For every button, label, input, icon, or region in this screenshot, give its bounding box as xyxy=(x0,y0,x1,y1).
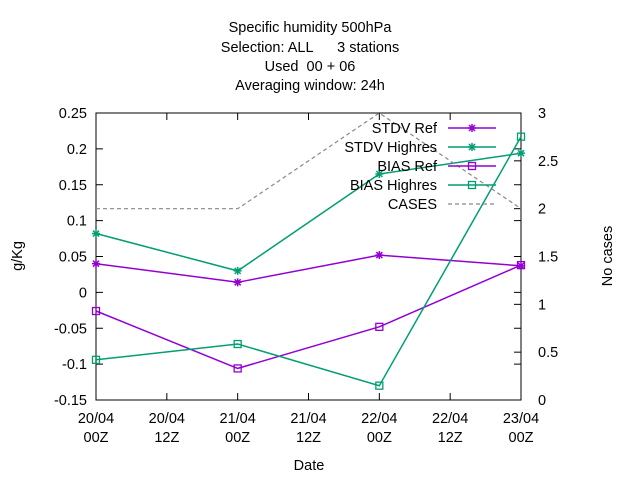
x-tick-label-date: 22/04 xyxy=(361,411,397,427)
x-tick-label-date: 23/04 xyxy=(503,411,539,427)
y2-tick-label: 0.5 xyxy=(538,345,558,361)
marker-stroke xyxy=(234,278,242,286)
legend-label: CASES xyxy=(388,197,437,213)
y2-tick-label: 1 xyxy=(538,297,546,313)
data-point xyxy=(375,251,384,260)
x-tick-label-date: 21/04 xyxy=(220,411,256,427)
series-bias-ref xyxy=(91,260,526,373)
y2-tick-label: 2.5 xyxy=(538,154,558,170)
series-layer xyxy=(91,112,526,390)
y2-tick-label: 2 xyxy=(538,202,546,218)
data-point xyxy=(517,149,525,158)
legend-label: STDV Ref xyxy=(372,121,438,137)
legend-label: STDV Highres xyxy=(344,140,437,156)
y-tick-label: -0.15 xyxy=(54,393,87,409)
data-point xyxy=(233,364,242,373)
y-tick-label: -0.05 xyxy=(54,321,87,337)
x-tick-label-date: 20/04 xyxy=(78,411,114,427)
y-tick-label: 0.25 xyxy=(59,106,87,122)
data-point xyxy=(91,306,101,316)
y-tick-label: 0.15 xyxy=(59,178,87,194)
series-line xyxy=(95,152,522,272)
x-tick-label-hour: 00Z xyxy=(509,430,534,446)
legend-label: BIAS Ref xyxy=(377,159,438,175)
data-point xyxy=(516,260,526,270)
x-tick-label-date: 21/04 xyxy=(290,411,326,427)
series-line xyxy=(96,112,522,210)
y-axis-ticks: -0.15 -0.1 -0.05 0 0.05 0.1 0.15 0.2 0.25 xyxy=(54,106,521,409)
marker-stroke xyxy=(92,260,100,268)
x-tick-label-hour: 12Z xyxy=(296,430,321,446)
series-stdv-highres xyxy=(92,149,525,275)
chart-title-line-2: Selection: ALL 3 stations xyxy=(221,40,399,56)
y-tick-label: -0.1 xyxy=(62,357,87,373)
legend-marker xyxy=(467,161,477,171)
y-axis-label: g/Kg xyxy=(10,241,26,271)
series-cases xyxy=(96,112,522,210)
series-stdv-ref xyxy=(92,251,525,287)
data-point xyxy=(92,229,100,238)
x-tick-label-hour: 12Z xyxy=(154,430,179,446)
series-line xyxy=(95,264,522,370)
marker-stroke xyxy=(375,170,383,178)
marker-stroke xyxy=(234,267,242,275)
y2-tick-label: 0 xyxy=(538,393,546,409)
data-point xyxy=(375,322,384,331)
marker-stroke xyxy=(92,230,100,238)
y2-axis-ticks: 0 0.5 1 1.5 2 2.5 3 xyxy=(514,106,558,409)
y-tick-label: 0.2 xyxy=(67,142,87,158)
marker-stroke xyxy=(375,251,383,259)
data-point xyxy=(375,381,384,390)
data-point xyxy=(516,132,526,141)
legend: STDV Ref STDV Highres BIAS Ref BIAS Highres… xyxy=(344,121,496,213)
data-point xyxy=(92,259,100,268)
data-point xyxy=(233,266,242,275)
data-point xyxy=(91,355,101,364)
x-tick-label-hour: 00Z xyxy=(225,430,250,446)
x-axis-ticks: 20/04 00Z 20/04 12Z 21/04 00Z 21/04 12Z 22/04 00Z… xyxy=(78,113,539,446)
data-point xyxy=(375,169,384,178)
chart-title: Specific humidity 500hPa Selection: ALL … xyxy=(221,20,399,94)
marker-stroke xyxy=(468,124,476,132)
series-line xyxy=(95,136,522,387)
y2-tick-label: 3 xyxy=(538,106,546,122)
x-tick-label-hour: 00Z xyxy=(367,430,392,446)
legend-marker xyxy=(468,124,476,132)
data-point xyxy=(233,339,242,349)
legend-label: BIAS Highres xyxy=(350,178,437,194)
legend-marker xyxy=(468,143,476,151)
chart-title-line-3: Used 00 + 06 xyxy=(265,59,356,75)
y-tick-label: 0 xyxy=(79,285,87,301)
x-axis-label: Date xyxy=(294,458,325,474)
series-line xyxy=(95,254,522,284)
x-tick-label-hour: 12Z xyxy=(438,430,463,446)
plot-frame xyxy=(95,112,522,401)
chart-title-line-4: Averaging window: 24h xyxy=(235,78,385,94)
y-tick-label: 0.1 xyxy=(67,214,87,230)
x-tick-label-date: 20/04 xyxy=(149,411,185,427)
marker-stroke xyxy=(517,149,525,157)
series-bias-highres xyxy=(91,132,526,390)
marker-stroke xyxy=(468,143,476,151)
chart-title-line-1: Specific humidity 500hPa xyxy=(229,20,393,36)
legend-marker xyxy=(467,180,477,190)
x-tick-label-date: 22/04 xyxy=(432,411,468,427)
y2-axis-label: No cases xyxy=(600,226,616,286)
data-point xyxy=(233,278,242,287)
y2-tick-label: 1.5 xyxy=(538,250,558,266)
x-tick-label-hour: 00Z xyxy=(84,430,109,446)
y-tick-label: 0.05 xyxy=(59,250,87,266)
